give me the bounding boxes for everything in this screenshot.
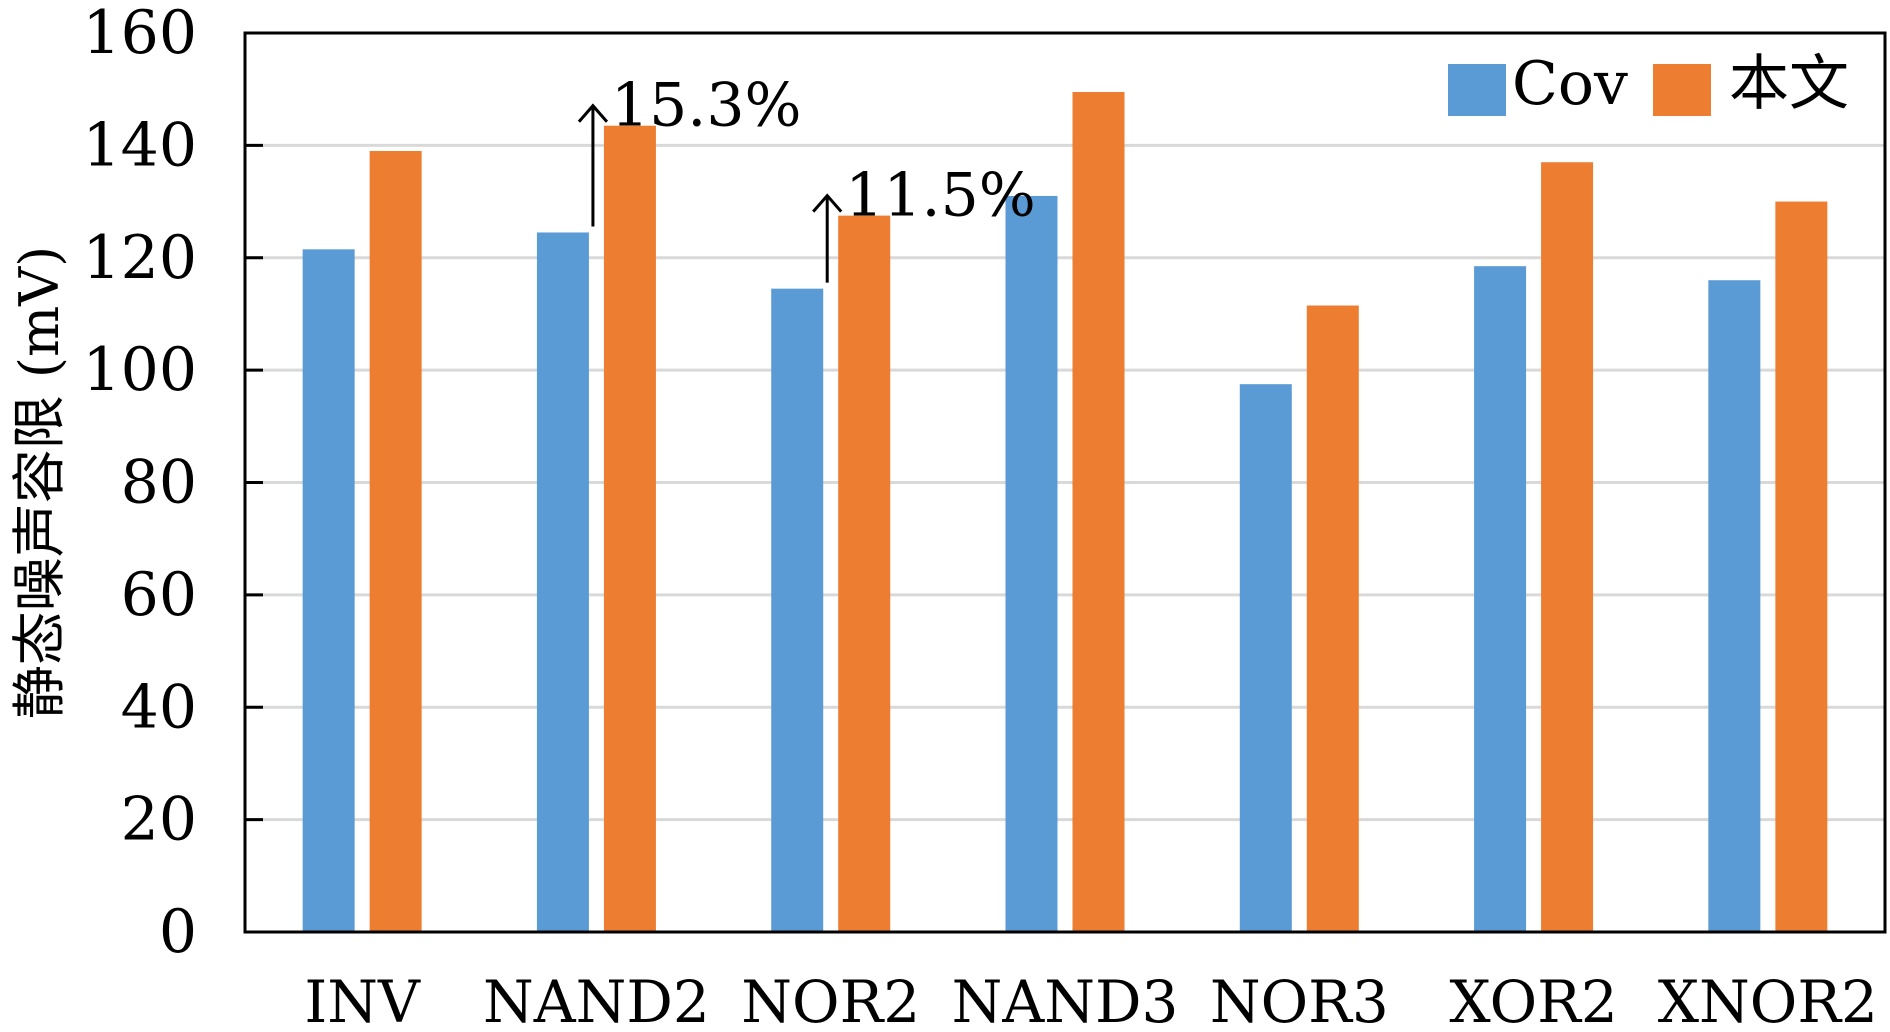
y-axis-ticks: 0 20 40 60 80 100 120 140 160 [82,0,263,967]
bar-ours [1775,201,1828,932]
legend-swatch [1448,64,1506,116]
bar-cov [302,249,355,932]
bar-ours [1541,162,1594,932]
legend-label: 本文 [1729,49,1849,119]
bar-ours [838,215,891,932]
x-axis-ticks: INV NAND2 NOR2 NAND3 NOR3 XOR2 XNOR2 [304,968,1878,1032]
y-axis-label: 静态噪声容限 (mV) [8,246,71,720]
bar-ours [369,150,422,932]
grid-lines [245,143,1885,822]
y-tick-label: 80 [121,448,197,518]
y-tick-label: 20 [121,785,197,855]
bar-cov [1708,280,1761,933]
bar-cov [1474,266,1527,933]
bar-cov [1005,195,1058,933]
annotation-label: 15.3% [611,71,802,141]
bar-ours [603,125,656,933]
y-tick-label: 40 [121,672,197,742]
bar-cov [1239,384,1292,932]
y-tick-label: 100 [82,335,197,405]
bar-ours [1072,91,1125,932]
annotations: 15.3% 11.5% [577,71,1036,283]
annotation-arrow-head [577,103,609,123]
y-tick-label: 140 [82,110,197,180]
bar-cov [536,232,589,932]
y-tick-label: 120 [82,223,197,293]
bar-ours [1306,305,1359,932]
x-tick-label: NAND2 [483,968,710,1032]
bars-group [302,91,1828,933]
x-tick-label: INV [304,968,421,1032]
legend: Cov 本文 [1448,49,1849,119]
y-tick-label: 160 [82,0,197,68]
x-tick-label: NAND3 [952,968,1179,1032]
legend-swatch [1653,64,1711,116]
annotation-label: 11.5% [845,161,1036,231]
annotation-arrow-head [812,193,843,213]
y-tick-label: 60 [121,560,197,630]
x-tick-label: NOR3 [1210,968,1389,1032]
x-tick-label: XNOR2 [1658,968,1878,1032]
y-tick-label: 0 [159,897,197,967]
x-tick-label: XOR2 [1449,968,1617,1032]
bar-cov [771,288,824,932]
legend-label: Cov [1512,49,1628,119]
x-tick-label: NOR2 [741,968,920,1032]
